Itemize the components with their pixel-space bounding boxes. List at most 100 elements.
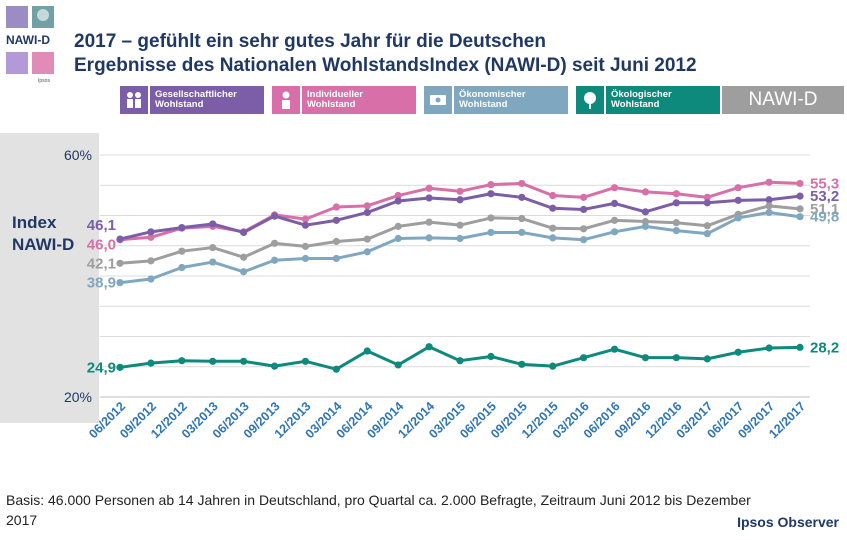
series-end-label: 55,3 <box>810 175 839 192</box>
series-start-label: 46,0 <box>87 237 116 254</box>
y-tick-label: 20% <box>64 389 92 405</box>
data-point <box>456 234 464 243</box>
data-point <box>580 193 588 201</box>
page-title: 2017 – gefühlt ein sehr gutes Jahr für d… <box>74 30 697 78</box>
data-point <box>796 213 804 221</box>
data-point <box>518 179 526 188</box>
data-point <box>703 355 711 363</box>
logo-money-icon <box>32 52 54 74</box>
data-point <box>209 258 217 266</box>
data-point <box>209 220 217 228</box>
data-point <box>394 191 402 200</box>
data-point <box>178 263 186 272</box>
data-point <box>425 218 433 226</box>
data-point <box>332 237 340 246</box>
data-point <box>580 354 588 362</box>
data-point <box>487 352 495 361</box>
data-point <box>641 188 650 196</box>
data-point <box>240 228 248 237</box>
person-icon <box>272 86 300 114</box>
data-point <box>641 208 650 216</box>
data-point <box>765 208 773 217</box>
brand-label: Ipsos Observer <box>737 514 839 530</box>
nawi-logo: NAWI-D Ipsos <box>6 6 54 84</box>
data-point <box>641 222 650 230</box>
legend-item-oekologisch: Ökologischer Wohlstand <box>576 86 720 114</box>
data-point <box>641 354 650 362</box>
data-point <box>147 275 155 283</box>
data-point <box>703 199 711 207</box>
data-point <box>394 361 402 369</box>
logo-text: NAWI-D <box>6 33 50 47</box>
data-point <box>456 357 464 365</box>
legend-item-individuell: Individueller Wohlstand <box>272 86 416 114</box>
data-point <box>703 193 711 201</box>
data-point <box>765 196 773 204</box>
data-point <box>734 196 742 204</box>
data-point <box>178 357 186 365</box>
series-end-label: 28,2 <box>810 339 839 356</box>
data-point <box>301 215 310 223</box>
data-point <box>672 190 680 198</box>
data-point <box>518 193 526 201</box>
series-start-label: 24,9 <box>87 359 116 376</box>
data-point <box>178 247 186 255</box>
legend-item-nawi: NAWI-D <box>722 86 844 114</box>
data-point <box>456 196 464 204</box>
series-start-label: 38,9 <box>87 275 116 292</box>
series-start-label: 42,1 <box>87 255 116 272</box>
title-line-2: Ergebnisse des Nationalen WohlstandsInde… <box>74 55 697 76</box>
data-point <box>425 234 433 242</box>
data-point <box>518 214 526 223</box>
data-point <box>240 268 248 276</box>
tree-icon <box>576 86 604 114</box>
data-point <box>425 194 433 202</box>
series-end-label: 49,8 <box>810 209 839 226</box>
data-point <box>610 345 619 353</box>
series-line <box>119 204 801 265</box>
series-start-label: 46,1 <box>87 217 116 234</box>
data-point <box>394 222 402 230</box>
data-point <box>178 224 186 232</box>
data-point <box>549 191 557 200</box>
data-point <box>518 228 526 237</box>
legend-item-oekonomisch: Ökonomischer Wohlstand <box>424 86 568 114</box>
legend-label: Individueller Wohlstand <box>302 86 416 114</box>
data-point <box>116 259 124 267</box>
data-point <box>116 363 124 371</box>
data-point <box>363 208 371 217</box>
axis-band <box>0 133 99 423</box>
data-point <box>209 357 217 365</box>
data-point <box>610 199 619 207</box>
data-point <box>332 216 340 224</box>
data-point <box>456 187 464 195</box>
logo-sub: Ipsos <box>38 78 50 84</box>
data-point <box>672 199 680 207</box>
data-point <box>240 253 248 261</box>
data-point <box>580 205 588 214</box>
data-point <box>240 357 248 365</box>
data-point <box>425 343 433 351</box>
data-point <box>796 179 804 188</box>
data-point <box>672 227 680 235</box>
data-point <box>116 279 124 287</box>
logo-people-icon <box>6 6 28 28</box>
data-point <box>610 184 619 192</box>
data-point <box>734 184 742 192</box>
data-point <box>796 205 804 213</box>
data-point <box>549 362 557 370</box>
data-point <box>301 221 310 229</box>
data-point <box>147 233 155 241</box>
data-point <box>487 228 495 237</box>
data-point <box>703 230 711 238</box>
legend-label: Ökologischer Wohlstand <box>606 86 720 114</box>
data-point <box>270 362 279 370</box>
data-point <box>332 365 340 373</box>
data-point <box>549 224 557 232</box>
data-point <box>734 348 742 356</box>
data-point <box>765 178 773 186</box>
data-point <box>487 190 495 198</box>
data-point <box>394 234 402 243</box>
data-point <box>734 214 742 222</box>
